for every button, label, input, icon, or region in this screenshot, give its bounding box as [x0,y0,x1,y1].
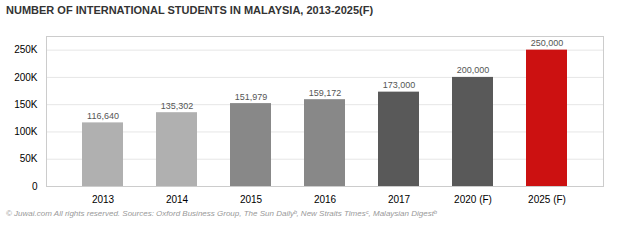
svg-text:2014: 2014 [166,194,189,205]
svg-text:151,979: 151,979 [235,92,268,102]
svg-text:2025 (F): 2025 (F) [528,194,566,205]
svg-text:200K: 200K [14,72,38,83]
svg-text:2017: 2017 [388,194,411,205]
svg-text:2013: 2013 [92,194,115,205]
svg-text:50K: 50K [20,153,38,164]
svg-text:159,172: 159,172 [309,88,342,98]
svg-text:2016: 2016 [314,194,337,205]
svg-text:250,000: 250,000 [531,38,564,48]
svg-text:100K: 100K [14,126,38,137]
svg-text:200,000: 200,000 [457,65,490,75]
svg-text:2015: 2015 [240,194,263,205]
svg-text:135,302: 135,302 [161,101,194,111]
html-text:NUMBER OF INTERNATIONAL STUDEN: NUMBER OF INTERNATIONAL STUDENTS IN MALA… [6,4,374,16]
html-text:© Juwai.com All rights reserve: © Juwai.com All rights reserved. Sources… [6,209,437,218]
svg-text:2020 (F): 2020 (F) [454,194,492,205]
svg-text:150K: 150K [14,99,38,110]
svg-text:0: 0 [32,181,38,192]
svg-text:173,000: 173,000 [383,80,416,90]
svg-text:250K: 250K [14,44,38,55]
svg-text:116,640: 116,640 [87,111,119,121]
